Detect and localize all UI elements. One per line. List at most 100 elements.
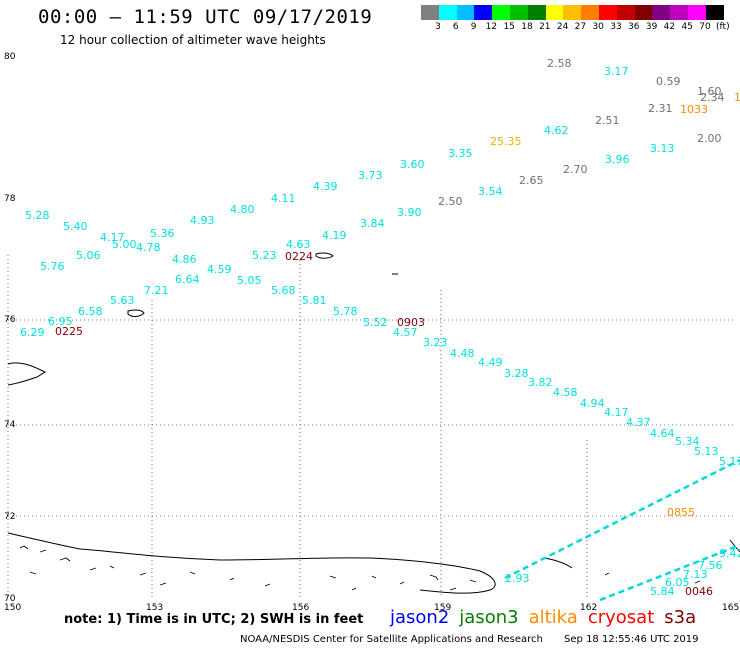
legend-entry-cryosat: cryosat xyxy=(587,607,655,628)
swh-label: 3.23 xyxy=(423,336,448,349)
lat-label-70: 70 xyxy=(4,594,16,604)
swh-label: 4.48 xyxy=(450,347,475,360)
swh-label: 4.93 xyxy=(190,214,215,227)
swh-label: 2.93 xyxy=(505,572,530,585)
swh-label: 4.39 xyxy=(313,180,338,193)
swh-label: 6.58 xyxy=(78,305,103,318)
swh-label: 25.35 xyxy=(490,135,522,148)
swh-label: 0.59 xyxy=(656,75,681,88)
swh-label: 5.76 xyxy=(40,260,65,273)
swh-label: 5.34 xyxy=(675,435,700,448)
color-swatch xyxy=(563,5,582,20)
swh-label: 9.42 xyxy=(719,547,740,560)
map-title: 00:00 – 11:59 UTC 09/17/2019 xyxy=(38,6,373,28)
swh-label: 7.56 xyxy=(698,559,723,572)
swh-label: 3.17 xyxy=(604,65,629,78)
color-scale-label: 9 xyxy=(470,22,477,32)
swh-label: 5.52 xyxy=(363,316,388,329)
color-swatch xyxy=(705,5,724,20)
axis-tick-labels: 80 78 76 74 72 70 150 153 156 159 162 16… xyxy=(4,52,739,613)
swh-label: 1 xyxy=(734,91,740,104)
color-swatch xyxy=(687,5,706,20)
color-swatch xyxy=(652,5,671,20)
swh-label: 0903 xyxy=(397,316,425,329)
swh-label: 3.60 xyxy=(400,158,425,171)
legend-entry-s3a: s3a xyxy=(664,607,697,628)
color-scale-label: 15 xyxy=(503,22,515,32)
swh-label: 7.13 xyxy=(683,568,708,581)
swh-label: 2.65 xyxy=(519,174,544,187)
swh-label: 3.84 xyxy=(360,217,385,230)
swh-label: 4.57 xyxy=(393,326,418,339)
satellite-legend: jason2 jason3 altika cryosat s3a xyxy=(390,607,706,628)
swh-label: 4.59 xyxy=(207,263,232,276)
swh-label: 3.96 xyxy=(605,153,630,166)
swh-label: 5.36 xyxy=(150,227,175,240)
color-swatch xyxy=(492,5,510,20)
swh-label: 6.29 xyxy=(20,326,45,339)
color-scale-label: 24 xyxy=(556,22,569,32)
lon-label-153: 153 xyxy=(146,603,163,613)
wave-height-labels: 2.58 3.17 0.59 1.602.34 1 2.31 1033 2.51 4.62 2.0… xyxy=(20,57,740,598)
swh-label: 3.13 xyxy=(650,142,675,155)
swh-label: 5.17 xyxy=(719,455,740,468)
swh-label: 4.58 xyxy=(553,386,578,399)
swh-label: 5.06 xyxy=(76,249,101,262)
swh-label: 6.95 xyxy=(48,315,73,328)
credit-line: NOAA/NESDIS Center for Satellite Applica… xyxy=(240,634,699,645)
map-subtitle: 12 hour collection of altimeter wave hei… xyxy=(60,33,326,47)
lon-label-159: 159 xyxy=(434,603,451,613)
swh-label: 4.17 xyxy=(100,231,125,244)
swh-label: 1033 xyxy=(680,103,708,116)
color-scale-label: 30 xyxy=(592,22,604,32)
swh-label: 5.05 xyxy=(237,274,262,287)
color-swatch xyxy=(509,5,528,20)
swh-label: 5.84 xyxy=(650,585,675,598)
color-scale-label: 33 xyxy=(610,22,622,32)
swh-label: 4.64 xyxy=(650,427,675,440)
units-note: note: 1) Time is in UTC; 2) SWH is in fe… xyxy=(64,612,364,627)
swh-label: 5.23 xyxy=(252,249,277,262)
swh-label: 3.73 xyxy=(358,169,383,182)
color-swatch xyxy=(634,5,653,20)
track-streak xyxy=(504,458,740,602)
swh-label: 5.68 xyxy=(271,284,296,297)
swh-label: 4.11 xyxy=(271,192,296,205)
swh-label: 5.78 xyxy=(333,305,358,318)
swh-label: 7.21 xyxy=(144,284,169,297)
color-scale-label: 27 xyxy=(574,22,587,32)
lon-label-150: 150 xyxy=(4,603,21,613)
color-scale-label: 3 xyxy=(435,22,441,32)
color-scale-label: 36 xyxy=(628,22,640,32)
swh-label: 2.00 xyxy=(697,132,722,145)
swh-label: 3.90 xyxy=(397,206,422,219)
swh-label: 3.82 xyxy=(528,376,553,389)
color-swatch xyxy=(598,5,617,20)
swh-label: 5.81 xyxy=(302,294,327,307)
lon-label-165: 165 xyxy=(722,603,739,613)
lat-label-72: 72 xyxy=(4,512,15,522)
color-scale-label: 39 xyxy=(645,22,658,32)
legend-entry-jason3: jason3 xyxy=(459,607,519,628)
swh-label: 2.31 xyxy=(648,102,673,115)
color-swatch xyxy=(456,5,475,20)
swh-label: 2.50 xyxy=(438,195,463,208)
swh-label: 1.60 xyxy=(697,85,722,98)
swh-label: 5.40 xyxy=(63,220,88,233)
swh-label: 5.13 xyxy=(694,445,719,458)
swh-label: 5.28 xyxy=(25,209,50,222)
swh-label: 4.37 xyxy=(626,416,651,429)
swh-label: 4.62 xyxy=(544,124,569,137)
color-scale-label: (ft) xyxy=(716,22,730,32)
color-scale-label: 12 xyxy=(485,22,498,32)
lat-label-76: 76 xyxy=(4,315,16,325)
color-scale-label: 6 xyxy=(452,22,459,32)
color-swatch xyxy=(421,5,439,20)
generated-timestamp: Sep 18 12:55:46 UTC 2019 xyxy=(564,634,699,645)
swh-label: 5.63 xyxy=(110,294,135,307)
swh-label: 2.70 xyxy=(563,163,588,176)
legend-entry-altika: altika xyxy=(528,607,578,628)
color-swatch xyxy=(670,5,688,20)
color-scale-label: 18 xyxy=(521,22,533,32)
